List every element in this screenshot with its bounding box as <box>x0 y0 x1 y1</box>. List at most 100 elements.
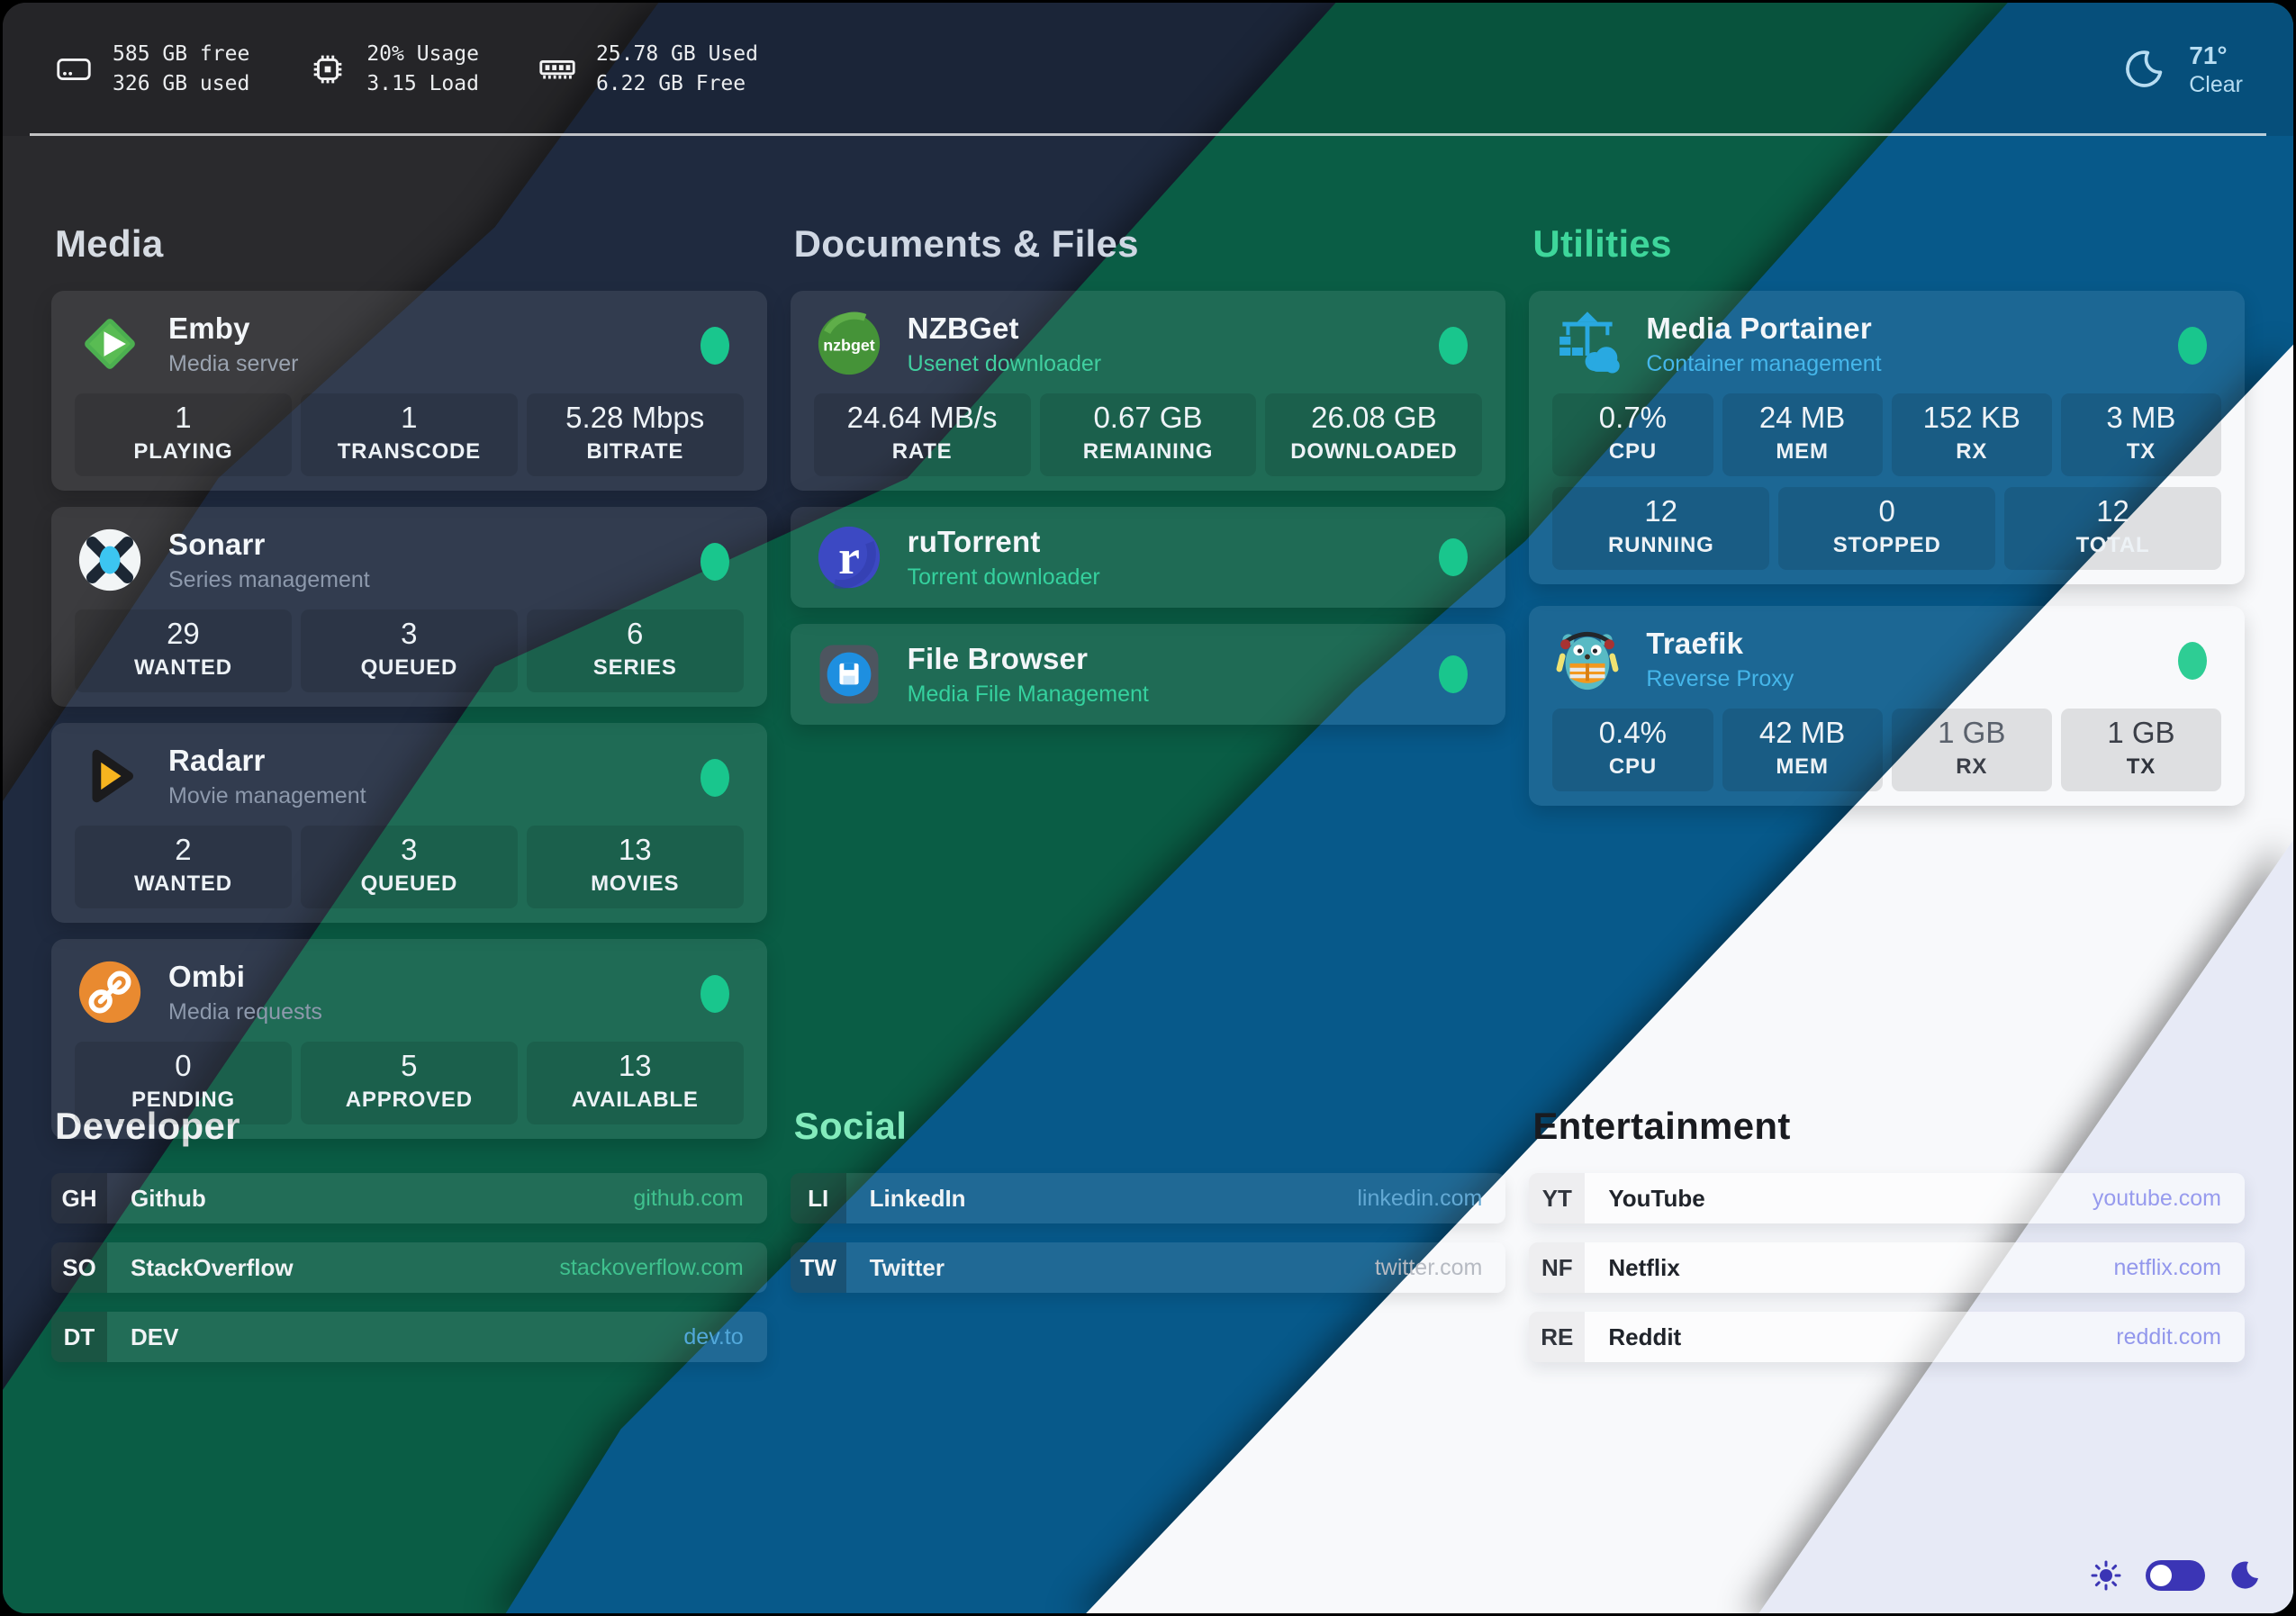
bookmark-twitter[interactable]: TW Twitter twitter.com <box>790 1242 1506 1293</box>
stat-label: MEM <box>1776 439 1829 464</box>
bookmark-name: LinkedIn <box>869 1184 966 1212</box>
service-card-rutorrent[interactable]: r ruTorrent Torrent downloader <box>790 507 1506 608</box>
bookmark-url: youtube.com <box>2092 1185 2221 1211</box>
stat-value: 12 <box>1644 494 1678 528</box>
stat-label: REMAINING <box>1082 439 1214 464</box>
stat-label: PENDING <box>131 1088 235 1112</box>
weather-widget: 71° Clear <box>2120 41 2243 98</box>
service-subtitle: Usenet downloader <box>907 350 1102 376</box>
stat-row: 0.7% CPU 24 MB MEM 152 KB RX 3 MB TX <box>1552 393 2222 476</box>
stat-label: MEM <box>1776 754 1829 779</box>
bookmark-badge: YT <box>1529 1173 1586 1223</box>
bookmark-reddit[interactable]: RE Reddit reddit.com <box>1529 1312 2245 1362</box>
system-stats: 585 GB free 326 GB used 20% Usage 3.15 Loa… <box>53 40 758 100</box>
bookmark-youtube[interactable]: YT YouTube youtube.com <box>1529 1173 2245 1223</box>
service-card-portainer[interactable]: Media Portainer Container management 0.7… <box>1529 291 2245 584</box>
bookmark-badge: GH <box>51 1173 107 1223</box>
disk-used: 326 GB used <box>113 72 250 95</box>
stat-label: MOVIES <box>591 871 680 896</box>
background-band-lavender <box>1758 839 2293 1613</box>
section-title-entertainment: Entertainment <box>1532 1105 1791 1147</box>
service-meta: ruTorrent Torrent downloader <box>908 525 1100 591</box>
service-subtitle: Reverse Proxy <box>1646 665 1794 691</box>
service-card-nzbget[interactable]: nzbget NZBGet Usenet downloader 24.64 MB… <box>790 291 1506 491</box>
section-media: Media Emby Media server 1 PLAYING <box>51 222 767 1139</box>
bookmark-url: stackoverflow.com <box>559 1254 744 1280</box>
cpu-load: 3.15 Load <box>366 72 479 95</box>
service-card-sonarr[interactable]: Sonarr Series management 29 WANTED 3 QUEUE… <box>51 507 767 707</box>
card-header: Ombi Media requests <box>75 957 744 1027</box>
cpu-stat-text: 20% Usage 3.15 Load <box>366 40 479 100</box>
dashboard-page: 585 GB free 326 GB used 20% Usage 3.15 Loa… <box>3 3 2293 1613</box>
stat-box-rx: 1 GB RX <box>1891 709 2052 791</box>
service-card-emby[interactable]: Emby Media server 1 PLAYING 1 TRANSCODE 5.… <box>51 291 767 491</box>
stat-box-approved: 5 APPROVED <box>300 1042 518 1124</box>
stat-label: DOWNLOADED <box>1290 439 1458 464</box>
stat-row: 0 PENDING 5 APPROVED 13 AVAILABLE <box>75 1042 744 1124</box>
stat-box-cpu: 0.4% CPU <box>1552 709 1713 791</box>
stat-row: 24.64 MB/s RATE 0.67 GB REMAINING 26.08 GB… <box>813 393 1483 476</box>
stat-box-downloaded: 26.08 GB DOWNLOADED <box>1265 393 1483 476</box>
service-card-filebrowser[interactable]: File Browser Media File Management <box>790 624 1506 725</box>
section-utilities: Utilities Media Portainer Container mana… <box>1529 222 2245 1105</box>
traefik-icon <box>1552 624 1623 694</box>
svg-text:r: r <box>838 530 860 584</box>
service-subtitle: Series management <box>168 566 370 592</box>
stat-box-playing: 1 PLAYING <box>75 393 292 476</box>
bookmark-linkedin[interactable]: LI LinkedIn linkedin.com <box>790 1173 1506 1223</box>
stat-value: 24 MB <box>1758 401 1846 434</box>
status-dot <box>2178 327 2207 365</box>
service-card-ombi[interactable]: Ombi Media requests 0 PENDING 5 APPROVED 1… <box>51 939 767 1139</box>
stat-label: TOTAL <box>2075 533 2150 557</box>
service-meta: Radarr Movie management <box>168 744 366 809</box>
stat-value: 13 <box>618 1049 652 1082</box>
bookmark-name: Netflix <box>1608 1253 1680 1281</box>
bookmark-stackoverflow[interactable]: SO StackOverflow stackoverflow.com <box>51 1242 767 1293</box>
bookmark-name: Reddit <box>1608 1323 1682 1350</box>
service-subtitle: Media File Management <box>907 681 1149 707</box>
stat-row: 1 PLAYING 1 TRANSCODE 5.28 Mbps BITRATE <box>75 393 744 476</box>
card-header: Emby Media server <box>75 309 744 379</box>
stat-label: QUEUED <box>360 871 458 896</box>
portainer-icon <box>1552 309 1623 379</box>
bookmark-badge: RE <box>1529 1312 1586 1362</box>
status-dot <box>700 975 729 1013</box>
status-dot <box>1439 327 1469 365</box>
stat-value: 2 <box>175 833 192 866</box>
bookmark-netflix[interactable]: NF Netflix netflix.com <box>1529 1242 2245 1293</box>
memory-stat-text: 25.78 GB Used 6.22 GB Free <box>596 40 758 100</box>
bookmark-url: reddit.com <box>2116 1323 2221 1350</box>
bookmark-url: github.com <box>633 1185 744 1211</box>
status-dot <box>700 759 729 797</box>
bookmark-github[interactable]: GH Github github.com <box>51 1173 767 1223</box>
stat-label: WANTED <box>134 871 232 896</box>
stat-box-rate: 24.64 MB/s RATE <box>813 393 1031 476</box>
stat-label: BITRATE <box>586 439 684 464</box>
stat-value: 0 <box>175 1049 192 1082</box>
section-documents: Documents & Files nzbget NZBGet Usenet d… <box>790 222 1506 1105</box>
moon-icon[interactable] <box>2228 1559 2261 1592</box>
stat-value: 29 <box>167 617 200 650</box>
bookmark-name: YouTube <box>1608 1184 1705 1212</box>
memory-free: 6.22 GB Free <box>595 72 746 95</box>
stat-label: APPROVED <box>345 1088 473 1112</box>
service-card-radarr[interactable]: Radarr Movie management 2 WANTED 3 QUEUED … <box>51 723 767 923</box>
stat-box-stopped: 0 STOPPED <box>1778 487 1996 570</box>
service-meta: Traefik Reverse Proxy <box>1646 627 1794 692</box>
moon-weather-icon <box>2126 50 2163 87</box>
stat-box-pending: 0 PENDING <box>75 1042 292 1124</box>
dashboard-grid: Media Emby Media server 1 PLAYING <box>3 222 2293 1381</box>
status-dot <box>700 327 729 365</box>
theme-switch[interactable] <box>2146 1560 2205 1591</box>
stat-row: 2 WANTED 3 QUEUED 13 MOVIES <box>75 826 744 908</box>
stat-box-series: 6 SERIES <box>526 609 744 692</box>
sun-icon[interactable] <box>2090 1559 2122 1592</box>
bookmark-dev[interactable]: DT DEV dev.to <box>51 1312 767 1362</box>
stat-value: 3 <box>401 617 418 650</box>
bookmark-url: linkedin.com <box>1357 1185 1483 1211</box>
bookmark-name: DEV <box>131 1323 179 1350</box>
disk-free: 585 GB free <box>113 41 250 66</box>
service-title: Sonarr <box>168 527 266 561</box>
service-card-traefik[interactable]: Traefik Reverse Proxy 0.4% CPU 42 MB MEM 1… <box>1529 606 2245 806</box>
stat-box-mem: 24 MB MEM <box>1722 393 1883 476</box>
